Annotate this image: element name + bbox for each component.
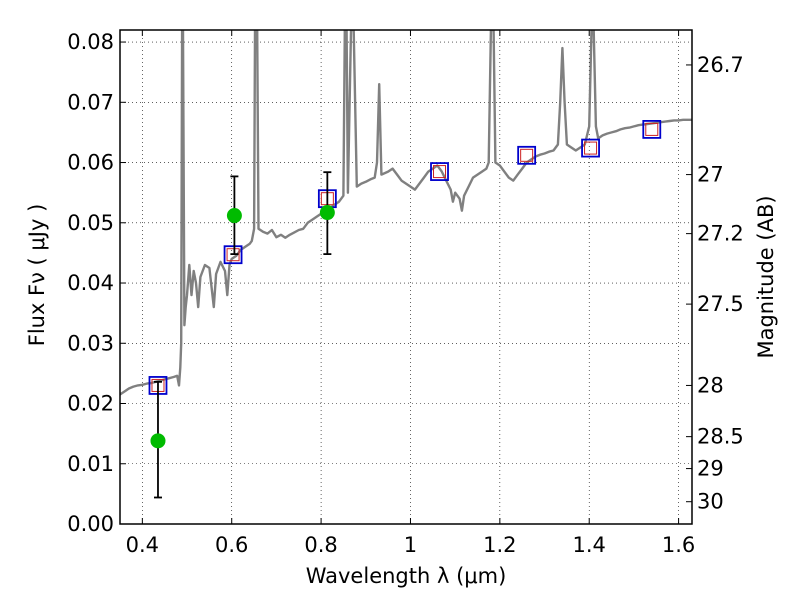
y-tick-label: 0.02 [67,392,114,416]
model-photometry-inner-marker [645,122,659,136]
x-tick-label: 1.2 [483,533,516,557]
x-axis-label: Wavelength λ (μm) [306,564,507,588]
y2-tick-label: 28.5 [697,425,744,449]
axis-ticks: 0.4 0.6 0.8 1 1.2 1.4 1.6 0.00 0.01 0.02 0.03 0.04 0… [67,30,744,557]
y2-tick-label: 30 [697,490,724,514]
x-tick-label: 0.4 [126,533,159,557]
y-tick-label: 0.01 [67,452,114,476]
y2-axis-label: Magnitude (AB) [754,195,778,358]
grid [120,30,692,525]
observed-flux-point [319,205,335,221]
y-tick-label: 0.07 [67,90,114,114]
model-photometry-inner-marker [433,165,447,179]
model-photometry-marker [223,245,243,265]
model-photometry-marker [430,162,449,181]
y-tick-label: 0.06 [67,151,114,175]
model-photometry-inner-marker [584,141,598,155]
model-photometry-inner-marker [520,148,534,162]
model-photometry-inner-marker [226,248,240,262]
y-tick-label: 0.05 [67,211,114,235]
x-tick-label: 1.6 [662,533,695,557]
model-photometry-marker [642,120,662,139]
y2-tick-label: 26.7 [697,53,744,77]
y-axis-label: Flux Fν ( μJy ) [25,204,49,347]
plot-frame [119,29,693,525]
y-tick-label: 0.03 [67,331,114,355]
y2-tick-label: 27.5 [697,292,744,316]
y2-tick-label: 27 [697,163,724,187]
plot-series [120,30,692,499]
model-photometry-marker [581,138,600,158]
y-tick-label: 0.08 [67,30,114,54]
y2-tick-label: 29 [697,457,724,481]
y-tick-label: 0.04 [67,271,114,295]
x-tick-label: 1 [404,533,417,557]
y-tick-label: 0.00 [67,512,114,536]
observed-flux-point [150,433,166,449]
sed-line [120,30,692,396]
y2-tick-label: 27.2 [697,222,744,246]
model-photometry-marker [517,145,537,165]
x-tick-label: 0.6 [215,533,248,557]
y2-tick-label: 28 [697,373,724,397]
x-tick-label: 1.4 [573,533,606,557]
x-tick-label: 0.8 [304,533,337,557]
observed-flux-point [226,208,242,224]
